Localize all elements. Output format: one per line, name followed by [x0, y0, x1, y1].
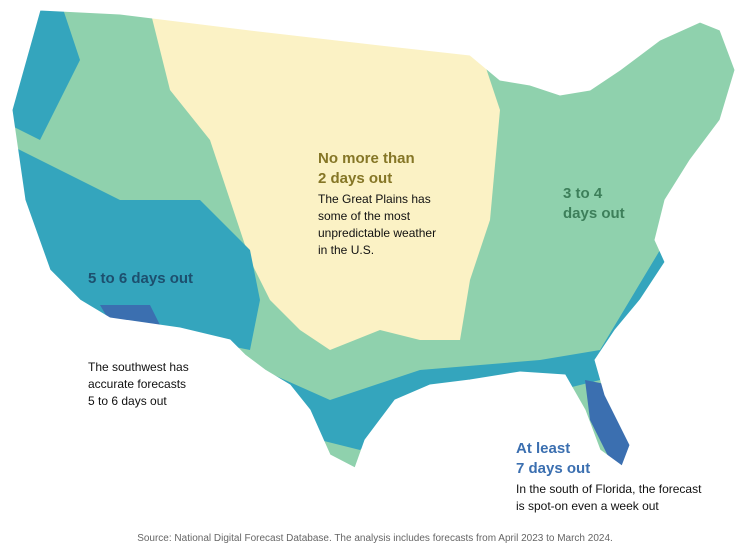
- region-2-days: [150, 10, 500, 350]
- annotation-body: In the south of Florida, the forecast: [516, 482, 702, 496]
- source-note: Source: National Digital Forecast Databa…: [137, 533, 613, 544]
- annotation-body: The southwest has: [88, 360, 189, 374]
- annotation-body: accurate forecasts: [88, 377, 186, 391]
- annotation-heading: At least: [516, 440, 570, 457]
- annotation-heading: No more than: [318, 150, 415, 167]
- annotation-body: 5 to 6 days out: [88, 394, 167, 408]
- region-7-days-sw: [100, 305, 160, 325]
- annotation-heading: days out: [563, 205, 625, 222]
- region-5-6-days-gulf: [240, 250, 700, 450]
- annotation-body: The Great Plains has: [318, 192, 431, 206]
- annotation-heading: 7 days out: [516, 460, 590, 477]
- annotation-heading: 5 to 6 days out: [88, 270, 193, 287]
- annotation-body: in the U.S.: [318, 243, 374, 257]
- annotation-body: unpredictable weather: [318, 226, 436, 240]
- annotation-heading: 3 to 4: [563, 185, 603, 202]
- region-7-days-florida: [585, 380, 640, 468]
- annotation-body: is spot-on even a week out: [516, 499, 659, 513]
- annotation-body: some of the most: [318, 209, 411, 223]
- annotation-heading: 2 days out: [318, 170, 392, 187]
